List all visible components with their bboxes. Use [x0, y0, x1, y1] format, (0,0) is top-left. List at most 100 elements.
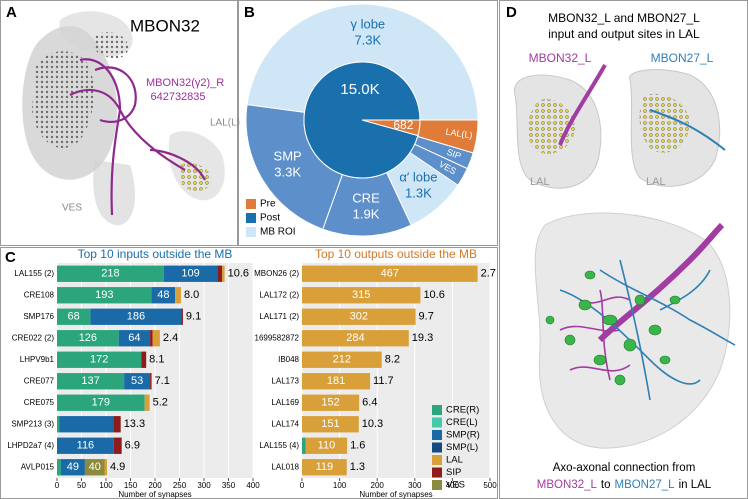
neuron-render [22, 11, 225, 226]
x-tick-label: 200 [371, 481, 385, 490]
bar-value-label: 172 [90, 354, 108, 366]
bar-value-label: 109 [181, 268, 199, 280]
x-tick-label: 100 [99, 481, 113, 490]
segment-label: α′ lobe [399, 170, 437, 185]
bar-segment [302, 437, 306, 454]
bar-value-label: 116 [77, 440, 95, 452]
bar-end-label: 5.2 [153, 397, 168, 409]
bar-segment [163, 265, 218, 282]
y-tick-label: CRE077 [24, 376, 55, 385]
legend-label: LAL [446, 455, 463, 466]
bar-segment [302, 308, 416, 325]
segment-value: 7.3K [354, 33, 381, 48]
bar-end-label: 11.7 [373, 375, 394, 387]
y-tick-label: LAL171 (2) [259, 312, 299, 321]
neuron-id: 642732835 [150, 91, 205, 103]
bar-segment [302, 416, 359, 433]
bar-segment [57, 416, 60, 433]
segment-label: LAL(L) [445, 127, 473, 141]
bar-value-label: 186 [127, 311, 145, 323]
bar-segment [302, 265, 478, 282]
bar-segment [57, 394, 145, 411]
y-tick-label: CRE108 [24, 290, 55, 299]
y-tick-label: 1699582872 [255, 333, 300, 342]
bar-segment [152, 330, 160, 347]
bar-end-label: 7.1 [155, 375, 170, 387]
bar-end-label: 10.6 [423, 289, 444, 301]
bar-segment [150, 373, 152, 390]
segment-value: 15.0K [340, 81, 379, 98]
caption-part: MBON32_L [537, 479, 598, 491]
legend-swatch [432, 467, 442, 478]
legend-swatch [246, 227, 256, 237]
x-axis-label: Number of synapses [118, 490, 191, 499]
panel-label: A [6, 4, 17, 21]
bar-value-label: 315 [352, 289, 370, 301]
panel-title: MBON32 [130, 16, 200, 35]
bar-segment [141, 351, 147, 368]
caption-part: to [601, 479, 611, 491]
bar-value-label: 302 [350, 311, 368, 323]
y-tick-label: AVLP015 [21, 462, 55, 471]
panel-label: B [244, 4, 255, 21]
y-tick-label: CRE022 (2) [12, 333, 55, 342]
y-tick-label: SMP176 [23, 312, 54, 321]
bar-segment [57, 373, 125, 390]
bar-value-label: 110 [318, 440, 336, 452]
bar-value-label: 49 [67, 461, 79, 473]
neuron-name: MBON32(γ2)_R [146, 77, 224, 89]
x-tick-label: 400 [446, 481, 460, 490]
chart-title: Top 10 outputs outside the MB [315, 247, 477, 261]
segment-value: 3.3K [274, 165, 301, 180]
y-tick-label: LAL174 [271, 419, 299, 428]
x-tick-label: 50 [77, 481, 86, 490]
bar-value-label: 40 [89, 461, 101, 473]
bar-end-label: 10.6 [228, 268, 249, 280]
bar-segment [57, 265, 164, 282]
legend-label: CRE(R) [446, 405, 479, 416]
segment-value: 1.3K [405, 186, 432, 201]
bar-end-label: 10.3 [362, 418, 383, 430]
segment-label: SIP [445, 147, 462, 161]
y-tick-label: LAL169 [271, 398, 299, 407]
region-label: LAL(L) [210, 118, 240, 129]
bar-value-label: 179 [92, 397, 110, 409]
x-tick-label: 300 [197, 481, 211, 490]
bar-segment [305, 437, 348, 454]
bar-segment [60, 459, 85, 476]
x-tick-label: 0 [55, 481, 60, 490]
chart-title: Top 10 inputs outside the MB [78, 247, 233, 261]
bar-end-label: 19.3 [412, 332, 433, 344]
neuron-label: MBON32_L [529, 51, 592, 65]
caption-part: MBON27_L [614, 479, 675, 491]
neuron-render [514, 64, 736, 449]
y-tick-label: SMP213 (3) [11, 419, 54, 428]
bar-value-label: 152 [321, 397, 339, 409]
legend-label: VES [446, 480, 465, 491]
bar-end-label: 6.4 [362, 397, 377, 409]
bar-segment [302, 459, 347, 476]
region-label: VES [62, 203, 82, 214]
bar-value-label: 126 [79, 332, 97, 344]
bar-segment [124, 373, 151, 390]
bar-segment [57, 308, 91, 325]
bar-segment [57, 330, 119, 347]
panel-title: input and output sites in LAL [548, 27, 700, 41]
neuron-label: MBON27_L [651, 51, 714, 65]
x-tick-label: 500 [483, 481, 497, 490]
bar-value-label: 218 [101, 268, 119, 280]
y-tick-label: LAL018 [271, 462, 299, 471]
legend-swatch [432, 430, 442, 440]
panel-frame [238, 0, 498, 246]
bar-segment [90, 308, 182, 325]
segment-label: CRE [352, 190, 380, 205]
bar-end-label: 13.3 [124, 418, 145, 430]
legend-label: Post [260, 213, 280, 224]
bar-segment [57, 459, 61, 476]
bar-end-label: 8.1 [149, 354, 164, 366]
legend-swatch [246, 213, 256, 223]
x-tick-label: 0 [300, 481, 305, 490]
bar-end-label: 6.9 [125, 440, 140, 452]
caption: Axo-axonal connection from [553, 462, 696, 474]
legend-swatch [432, 442, 442, 453]
